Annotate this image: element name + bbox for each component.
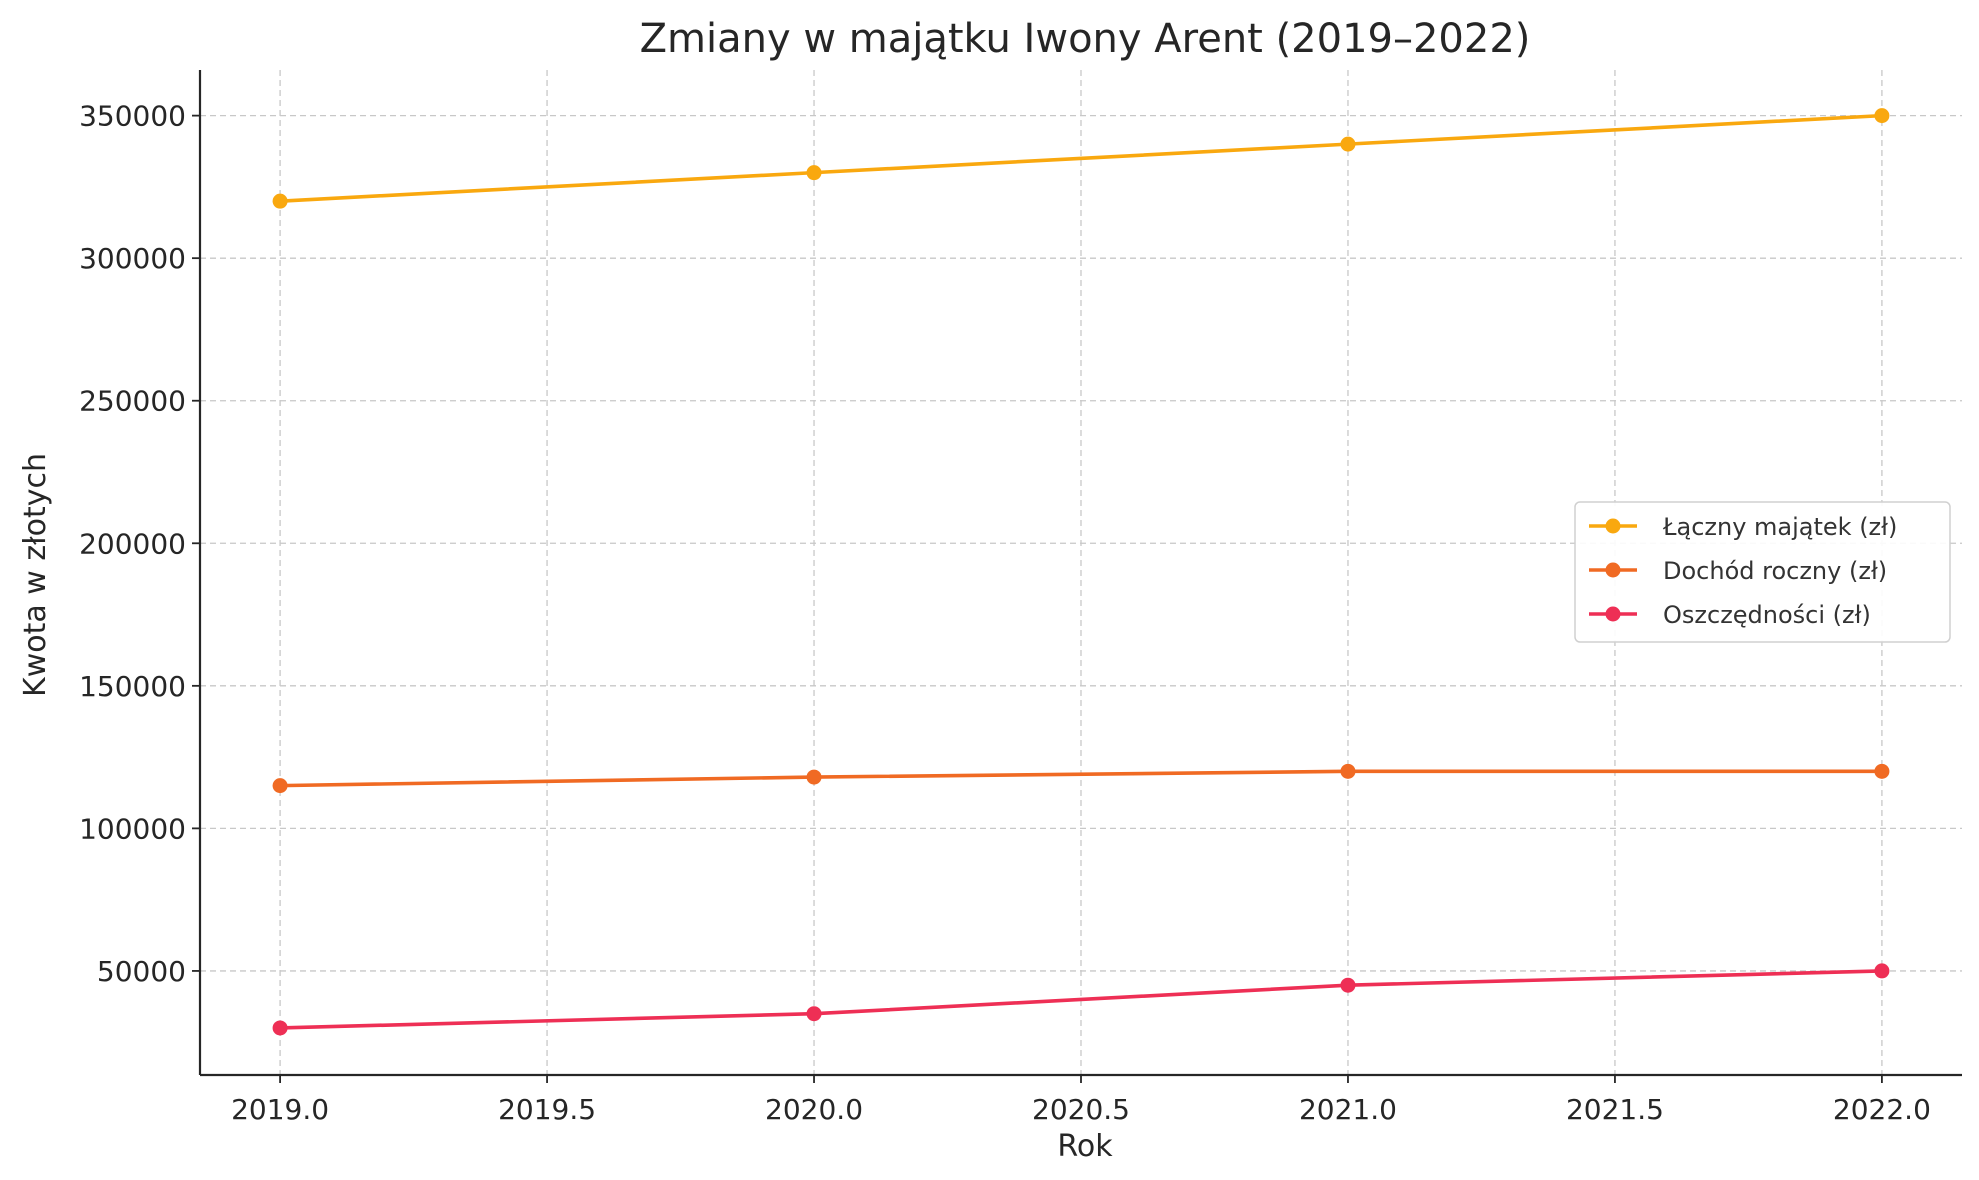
legend: Łączny majątek (zł) Dochód roczny (zł) Osz…: [1574, 501, 1951, 643]
data-point: [272, 1020, 288, 1036]
data-point: [1340, 977, 1356, 993]
x-axis-label: Rok: [1057, 1129, 1113, 1164]
data-point: [272, 193, 288, 209]
y-axis-label: Kwota w złotych: [18, 453, 53, 697]
x-tick-label: 2020.0: [765, 1093, 863, 1126]
axis-ticks: 2019.0 2019.5 2020.0 2020.5 2021.0 2021.5 2022…: [79, 100, 1931, 1126]
legend-label: Dochód roczny (zł): [1663, 557, 1887, 585]
y-tick-label: 250000: [79, 385, 186, 418]
legend-marker: [1605, 518, 1621, 534]
x-tick-label: 2021.5: [1566, 1093, 1664, 1126]
legend-label: Łączny majątek (zł): [1662, 513, 1897, 541]
y-tick-label: 300000: [79, 242, 186, 275]
x-tick-label: 2019.5: [498, 1093, 596, 1126]
y-tick-label: 350000: [79, 100, 186, 133]
legend-marker: [1605, 606, 1621, 622]
legend-item: Oszczędności (zł): [1589, 601, 1871, 629]
data-point: [1340, 763, 1356, 779]
series-1: [272, 108, 1890, 209]
chart-title: Zmiany w majątku Iwony Arent (2019–2022): [640, 16, 1531, 62]
data-point: [1874, 108, 1890, 124]
legend-item: Łączny majątek (zł): [1589, 513, 1897, 541]
series-2: [272, 763, 1890, 794]
y-tick-label: 100000: [79, 812, 186, 845]
data-point: [1874, 963, 1890, 979]
data-point: [1874, 763, 1890, 779]
data-point: [806, 1006, 822, 1022]
x-tick-label: 2021.0: [1299, 1093, 1397, 1126]
series-3: [272, 963, 1890, 1036]
series-layer: [272, 108, 1890, 1036]
series-line: [278, 113, 1884, 203]
data-point: [272, 778, 288, 794]
axes-spines: [198, 70, 1962, 1077]
legend-label: Oszczędności (zł): [1663, 601, 1871, 629]
y-tick-label: 200000: [79, 527, 186, 560]
legend-item: Dochód roczny (zł): [1589, 557, 1887, 585]
x-tick-label: 2019.0: [231, 1093, 329, 1126]
x-tick-label: 2022.0: [1833, 1093, 1931, 1126]
data-point: [806, 165, 822, 181]
data-point: [806, 769, 822, 785]
x-tick-label: 2020.5: [1032, 1093, 1130, 1126]
legend-box: [1574, 501, 1951, 643]
series-line: [278, 969, 1884, 1030]
series-line: [278, 769, 1884, 788]
y-tick-label: 50000: [97, 955, 186, 988]
legend-marker: [1605, 562, 1621, 578]
data-point: [1340, 136, 1356, 152]
y-tick-label: 150000: [79, 670, 186, 703]
